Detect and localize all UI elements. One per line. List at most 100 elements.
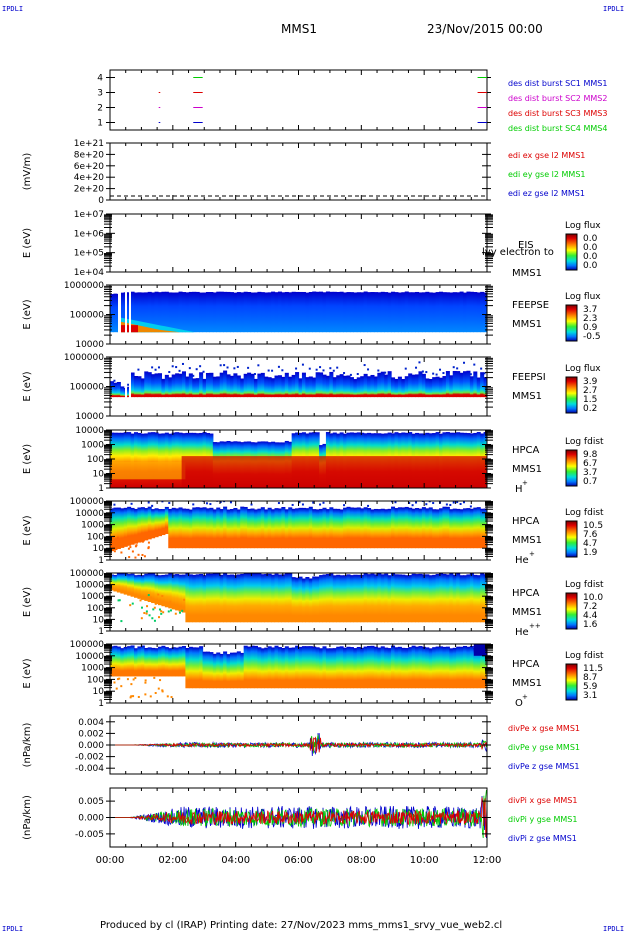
x-tick-label: 08:00 [347,855,376,866]
spectrogram-column [240,573,245,623]
colorbar-tick-label: 6.7 [583,459,597,469]
spectrogram-column [216,507,221,549]
y-tick-label: 1 [98,627,104,637]
spectrogram-speckle [301,503,304,506]
spectrogram-column [260,372,265,398]
spectrogram-speckle [322,501,325,504]
spectrogram-column [267,377,272,398]
colorbar [565,233,578,271]
y-tick-label: -0.005 [75,830,104,840]
spectrogram-column [188,646,193,689]
y-axis-label: E (eV) [22,587,33,617]
colorbar [565,376,578,414]
spectrogram-column [466,291,471,333]
spectrogram-column [367,645,372,689]
spectrogram-column [260,648,265,689]
spectrogram-column [322,507,327,549]
spectrogram-speckle [147,546,150,549]
spectrogram-column [243,573,248,623]
colorbar-tick-label: 0.7 [583,477,597,487]
spectrogram-speckle [141,553,144,556]
spectrogram-column [113,432,118,488]
spectrogram-speckle [449,503,452,506]
y-tick-label: -0.002 [75,753,104,763]
spectrogram-column [291,508,296,549]
spectrogram-column [301,372,306,398]
spectrogram-speckle [183,598,186,601]
spectrogram [110,285,487,344]
spectrogram-column [223,573,228,623]
instrument-label: HPCA [512,445,540,456]
spectrogram-speckle [137,553,140,556]
x-tick-label: 06:00 [284,855,313,866]
spectrogram-speckle [132,695,135,698]
spectrogram-column [188,291,193,333]
spectrogram-speckle [147,501,150,504]
spectrogram-speckle [112,536,115,539]
spectrogram-column [415,291,420,333]
spectrogram-column [185,648,190,689]
spectrogram-column [212,573,217,623]
spectrogram-speckle [151,617,154,620]
spectrogram-column [456,292,461,333]
y-tick-label: 1 [98,699,104,709]
spectrogram-speckle [151,504,154,507]
spectrogram-column [116,507,121,550]
hpca-h-core [181,456,487,488]
spectrogram-column [181,646,186,677]
y-tick-label: 1000000 [64,281,104,291]
spectrogram-column [421,292,426,333]
spectrogram [110,573,487,623]
spectrogram-column [120,386,125,398]
spectrogram-column [319,648,324,689]
spectrogram-column [229,574,234,623]
legend-entry: des dist burst SC4 MMS4 [508,124,607,133]
colorbar-tick-label: 7.2 [583,602,597,612]
spectrogram-column [144,573,149,601]
y-tick-label: 0.000 [78,741,104,751]
spectrogram-column [421,507,426,549]
spectrogram-column [305,292,310,333]
spectrogram-column [202,651,207,689]
spectrogram-column [452,292,457,333]
spectrogram-speckle [119,545,122,548]
spectrogram-column [157,292,163,333]
spectrogram-speckle [143,612,146,615]
colorbar [565,663,578,701]
y-tick-label: 1e+07 [74,210,104,220]
spectrogram-column [456,371,461,398]
spectrogram-speckle [118,599,121,602]
spectrogram-column [284,646,289,689]
spectrogram-column [284,372,289,398]
spectrogram-column [452,508,457,549]
corner-label-top-left: IPDLI [2,5,24,13]
spectrogram-speckle [329,367,332,370]
spectrogram-column [236,375,241,398]
spectrogram-column [223,291,228,333]
spectrogram-column [216,376,221,398]
spectrogram-column [195,507,200,549]
spectrogram-column [435,646,440,689]
spectrogram-column [473,648,478,689]
spectrogram-column [391,291,396,333]
spectrogram-column [370,374,375,398]
spectrogram-column [229,509,234,549]
spectrogram-column [394,378,399,398]
spectrogram-speckle [117,599,120,602]
y-tick-label: 6e+20 [74,162,105,172]
instrument-label: HPCA [512,659,540,670]
spectrogram-column [192,291,197,333]
spectrogram-column [373,574,378,623]
legend-entry: divPe y gse MMS1 [508,743,580,752]
spectrogram-column [439,377,444,398]
spectrogram-column [216,652,221,689]
spectrogram-column [373,376,378,398]
spectrogram-column [243,645,248,689]
spectrogram-column [257,508,262,549]
y-tick-label: 1e+21 [74,139,104,149]
corner-label-top-right: IPDLI [603,5,625,13]
spectrogram-speckle [277,502,280,505]
spectrogram-column [209,291,214,333]
spectrogram-column [178,432,183,488]
